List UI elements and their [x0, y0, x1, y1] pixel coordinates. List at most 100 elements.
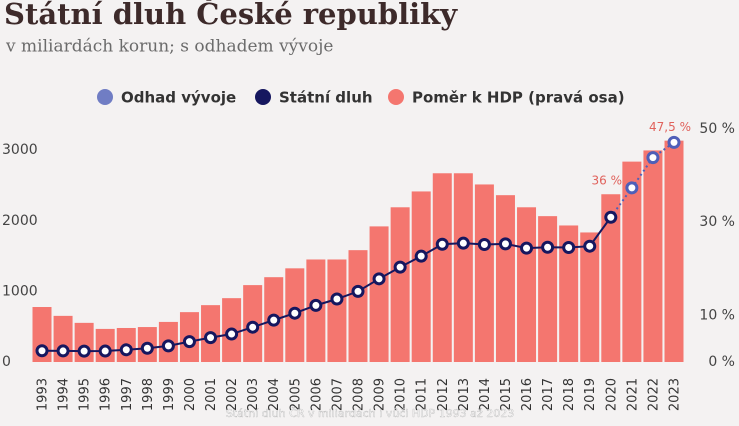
point: [393, 260, 407, 274]
x-tick-label: 2018: [562, 378, 577, 411]
x-tick-label: 1997: [120, 378, 135, 411]
x-tick-label: 2009: [373, 378, 388, 411]
x-tick-label: 2016: [520, 378, 535, 411]
point: [372, 272, 386, 286]
point: [182, 335, 196, 349]
bar-value-label: 36 %: [592, 174, 623, 188]
point: [604, 210, 618, 224]
legend-label: Odhad vývoje: [121, 89, 236, 107]
point: [288, 306, 302, 320]
point: [667, 135, 681, 149]
point: [435, 237, 449, 251]
bar: [327, 259, 347, 362]
point: [330, 292, 344, 306]
point: [646, 151, 660, 165]
x-tick-label: 2022: [646, 378, 661, 411]
legend-marker: [388, 89, 404, 105]
x-tick-label: 1999: [162, 378, 177, 411]
point: [161, 339, 175, 353]
x-tick-label: 2008: [352, 378, 367, 411]
point: [541, 240, 555, 254]
point: [35, 344, 49, 358]
point: [520, 241, 534, 255]
bar: [432, 173, 452, 362]
bar: [601, 194, 621, 362]
x-tick-label: 2012: [436, 378, 451, 411]
bar: [348, 250, 368, 362]
point: [267, 313, 281, 327]
bar: [580, 232, 600, 362]
y2-tick-label: 10 %: [699, 307, 735, 323]
x-tick-label: 2003: [246, 378, 261, 411]
x-tick-label: 2023: [668, 378, 683, 411]
point: [77, 344, 91, 358]
x-tick-label: 2017: [541, 378, 556, 411]
point: [140, 341, 154, 355]
bar: [495, 195, 515, 362]
y2-tick-label: 30 %: [699, 214, 735, 230]
point: [625, 181, 639, 195]
x-tick-label: 2005: [288, 378, 303, 411]
x-tick-label: 2007: [330, 378, 345, 411]
x-tick-label: 2019: [583, 378, 598, 411]
x-tick-label: 1995: [78, 378, 93, 411]
bar: [538, 216, 558, 362]
x-tick-label: 2011: [415, 378, 430, 411]
point: [309, 298, 323, 312]
bar: [559, 225, 579, 362]
x-tick-label: 2021: [625, 378, 640, 411]
y-tick-label: 0: [2, 354, 11, 370]
point: [246, 320, 260, 334]
x-tick-label: 2020: [604, 378, 619, 411]
x-tick-label: 1998: [141, 378, 156, 411]
x-tick-label: 1996: [99, 378, 114, 411]
bar: [390, 207, 410, 362]
legend-marker: [97, 89, 113, 105]
x-tick-label: 2002: [225, 378, 240, 411]
x-tick-label: 2010: [394, 378, 409, 411]
x-tick-label: 2000: [183, 378, 198, 411]
x-tick-label: 2014: [478, 378, 493, 411]
legend-label: Státní dluh: [279, 89, 373, 107]
legend-marker: [255, 89, 271, 105]
point: [498, 237, 512, 251]
bar: [517, 207, 537, 362]
caption: Státní dluh ČR v miliardách i vůči HDP 1…: [226, 407, 514, 420]
y-tick-label: 2000: [2, 213, 38, 229]
x-tick-label: 2013: [457, 378, 472, 411]
point: [583, 239, 597, 253]
x-tick-label: 1993: [36, 378, 51, 411]
bar: [643, 150, 663, 362]
y2-tick-label: 50 %: [699, 121, 735, 137]
point: [119, 343, 133, 357]
point: [456, 236, 470, 250]
bar: [474, 184, 494, 362]
point: [56, 344, 70, 358]
bar: [453, 173, 473, 362]
y-tick-label: 3000: [2, 142, 38, 158]
chart-subtitle: v miliardách korun; s odhadem vývoje: [5, 37, 333, 57]
point: [562, 240, 576, 254]
x-tick-label: 2004: [267, 378, 282, 411]
bar: [622, 161, 642, 362]
y-tick-label: 1000: [2, 283, 38, 299]
bar: [369, 226, 389, 362]
bar-value-label: 47,5 %: [649, 120, 691, 134]
bar: [411, 191, 431, 362]
chart-title: Státní dluh České republiky: [4, 0, 458, 31]
point: [414, 249, 428, 263]
point: [351, 284, 365, 298]
legend-label: Poměr k HDP (pravá osa): [412, 89, 625, 107]
bar: [664, 140, 684, 362]
point: [98, 344, 112, 358]
x-tick-label: 1994: [57, 378, 72, 411]
x-tick-label: 2001: [204, 378, 219, 411]
point: [204, 331, 218, 345]
x-tick-label: 2015: [499, 378, 514, 411]
x-tick-label: 2006: [309, 378, 324, 411]
y2-tick-label: 0 %: [708, 354, 735, 370]
point: [225, 327, 239, 341]
point: [477, 238, 491, 252]
line: [41, 216, 612, 353]
